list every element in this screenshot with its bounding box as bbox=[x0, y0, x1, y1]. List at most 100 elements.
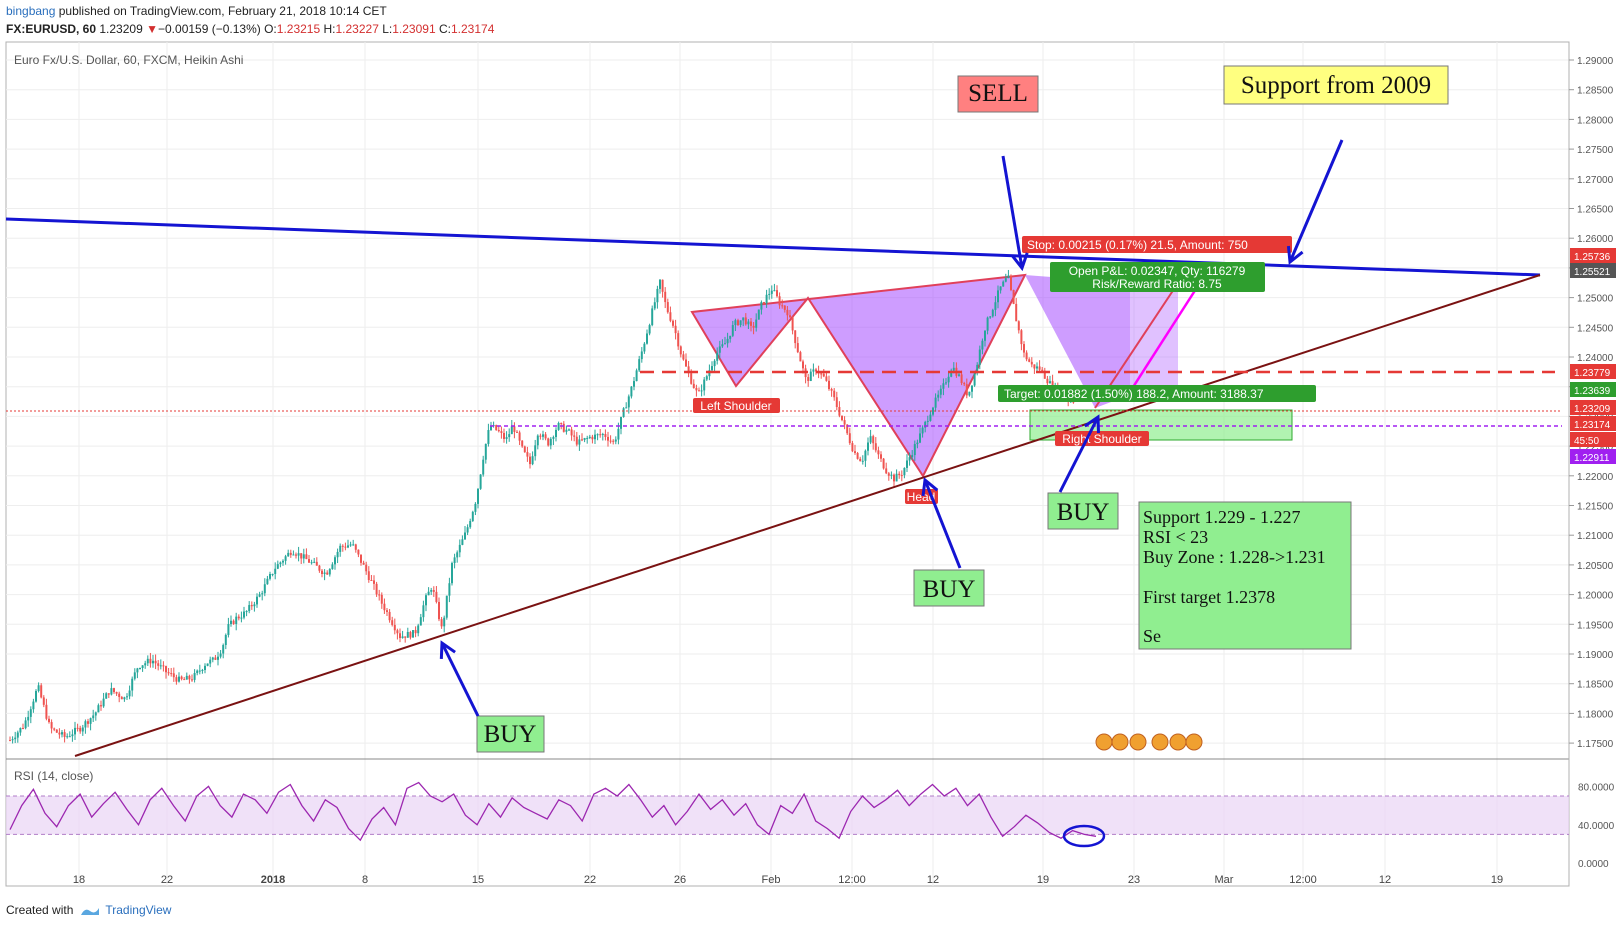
candle-body bbox=[92, 715, 95, 719]
tradingview-link[interactable]: TradingView bbox=[105, 903, 172, 917]
candle-body bbox=[630, 386, 633, 397]
candle-body bbox=[302, 554, 305, 559]
time-axis[interactable]: 18 22 2018 8 15 22 26 Feb 12:00 12 19 23 Mar 12:00 12 1… bbox=[73, 874, 1503, 886]
event-flag-icon[interactable] bbox=[1095, 733, 1113, 751]
candle-body bbox=[640, 351, 643, 360]
candle-body bbox=[198, 670, 201, 672]
candle-body bbox=[456, 552, 459, 558]
event-flag-icon[interactable] bbox=[1185, 733, 1203, 751]
arrow-head bbox=[1286, 245, 1304, 265]
candle-body bbox=[375, 583, 378, 595]
note-line: Buy Zone : 1.228->1.231 bbox=[1143, 547, 1326, 567]
candle-body bbox=[544, 434, 547, 439]
candle-body bbox=[370, 580, 373, 582]
event-flag-icon[interactable] bbox=[1129, 733, 1147, 751]
candle-body bbox=[1041, 369, 1044, 371]
candles bbox=[9, 269, 1075, 744]
candle-body bbox=[11, 739, 14, 741]
candle-body bbox=[768, 293, 771, 295]
candle-body bbox=[479, 474, 482, 489]
candle-body bbox=[770, 290, 773, 294]
y-tick-label: 1.19000 bbox=[1577, 650, 1614, 661]
candle-body bbox=[310, 562, 313, 564]
candle-body bbox=[409, 632, 412, 638]
candle-body bbox=[781, 305, 784, 307]
price-label: 1.23209 bbox=[1574, 404, 1611, 415]
annotation-arrow bbox=[1288, 139, 1344, 263]
candle-body bbox=[620, 416, 622, 429]
event-flag-icon[interactable] bbox=[1111, 733, 1129, 751]
low-label: L: bbox=[382, 22, 393, 36]
candle-body bbox=[765, 294, 768, 304]
buy-box-1 bbox=[476, 715, 545, 753]
footer: Created with TradingView bbox=[6, 903, 171, 917]
candle-body bbox=[661, 279, 664, 292]
candle-body bbox=[963, 383, 966, 385]
symbol-label[interactable]: FX:EURUSD, 60 bbox=[6, 22, 97, 36]
candle-body bbox=[586, 438, 589, 440]
candle-body bbox=[471, 511, 474, 522]
candle-body bbox=[737, 320, 739, 326]
event-flag-icon[interactable] bbox=[1169, 733, 1187, 751]
candle-body bbox=[53, 728, 56, 730]
candle-body bbox=[573, 435, 576, 437]
candle-body bbox=[622, 408, 625, 417]
candle-body bbox=[58, 732, 61, 735]
annotation-arrows bbox=[439, 139, 1344, 717]
candle-body bbox=[399, 633, 401, 639]
candle-body bbox=[695, 387, 698, 391]
author-link[interactable]: bingbang bbox=[6, 4, 56, 18]
candle-body bbox=[656, 288, 659, 303]
candle-body bbox=[185, 675, 188, 680]
candle-body bbox=[42, 697, 45, 705]
event-flag-icon[interactable] bbox=[1151, 733, 1169, 751]
rsi-oversold-circle bbox=[1062, 824, 1106, 848]
candle-body bbox=[612, 440, 615, 442]
candle-body bbox=[744, 317, 747, 325]
candle-body bbox=[833, 390, 836, 398]
price-label-box bbox=[1570, 400, 1616, 415]
candle-body bbox=[1030, 361, 1033, 365]
candle-body bbox=[178, 676, 180, 682]
candle-body bbox=[674, 325, 677, 334]
candle-body bbox=[874, 443, 877, 451]
candle-body bbox=[791, 317, 794, 331]
y-tick-label: 1.22500 bbox=[1577, 442, 1614, 453]
target-label: Target: 0.01882 (1.50%) 188.2, Amount: 3… bbox=[1004, 387, 1264, 401]
candle-body bbox=[646, 333, 648, 344]
candle-body bbox=[235, 616, 238, 624]
candle-body bbox=[393, 624, 396, 631]
candle-body bbox=[947, 376, 950, 383]
candle-body bbox=[188, 675, 191, 680]
x-tick-label: 18 bbox=[73, 874, 85, 886]
candle-body bbox=[110, 688, 113, 695]
note-box bbox=[1138, 501, 1352, 650]
x-tick-label: 22 bbox=[161, 874, 173, 886]
candle-body bbox=[113, 688, 115, 693]
candle-body bbox=[895, 473, 898, 482]
y-tick-label: 1.28000 bbox=[1577, 115, 1614, 126]
candle-body bbox=[318, 565, 321, 571]
candle-body bbox=[669, 312, 672, 321]
candle-body bbox=[328, 569, 331, 575]
candle-body bbox=[950, 370, 953, 377]
candle-body bbox=[924, 421, 927, 428]
candle-body bbox=[841, 415, 843, 421]
candle-body bbox=[672, 320, 674, 326]
candle-body bbox=[373, 580, 375, 584]
candle-body bbox=[893, 474, 895, 482]
candle-body bbox=[339, 545, 342, 552]
event-icons[interactable] bbox=[1095, 733, 1203, 751]
candle-body bbox=[581, 439, 583, 441]
arrow-head bbox=[439, 640, 456, 660]
candle-body bbox=[711, 366, 713, 371]
y-tick-label: 1.22000 bbox=[1577, 472, 1614, 483]
candle-body bbox=[32, 701, 35, 710]
candle-body bbox=[555, 429, 557, 438]
candle-body bbox=[854, 451, 856, 453]
x-tick-label: 12:00 bbox=[838, 874, 866, 886]
publish-line: bingbang published on TradingView.com, F… bbox=[6, 4, 387, 18]
rsi-pane bbox=[6, 781, 1569, 848]
candle-body bbox=[690, 373, 693, 384]
